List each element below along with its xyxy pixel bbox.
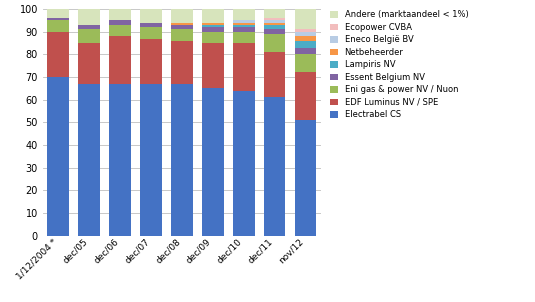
Bar	[202, 25, 224, 27]
Bar	[295, 41, 316, 47]
Bar	[171, 9, 193, 23]
Bar	[264, 9, 286, 18]
Bar	[78, 43, 100, 84]
Bar	[233, 9, 255, 21]
Bar	[295, 9, 316, 30]
Bar	[48, 9, 69, 18]
Bar	[202, 23, 224, 25]
Bar	[171, 41, 193, 84]
Bar	[264, 21, 286, 23]
Bar	[264, 25, 286, 30]
Bar	[202, 88, 224, 236]
Bar	[264, 30, 286, 34]
Bar	[109, 25, 131, 36]
Bar	[233, 27, 255, 32]
Bar	[295, 36, 316, 41]
Bar	[233, 21, 255, 23]
Bar	[295, 120, 316, 236]
Bar	[264, 52, 286, 97]
Bar	[295, 30, 316, 32]
Legend: Andere (marktaandeel < 1%), Ecopower CVBA, Eneco België BV, Netbeheerder, Lampir: Andere (marktaandeel < 1%), Ecopower CVB…	[328, 9, 470, 121]
Bar	[233, 91, 255, 236]
Bar	[295, 32, 316, 36]
Bar	[295, 72, 316, 120]
Bar	[140, 9, 162, 23]
Bar	[48, 21, 69, 32]
Bar	[233, 32, 255, 43]
Bar	[78, 30, 100, 43]
Bar	[233, 23, 255, 25]
Bar	[109, 21, 131, 25]
Bar	[48, 32, 69, 77]
Bar	[78, 84, 100, 236]
Bar	[202, 43, 224, 88]
Bar	[295, 47, 316, 54]
Bar	[78, 9, 100, 25]
Bar	[48, 18, 69, 21]
Bar	[109, 36, 131, 84]
Bar	[171, 25, 193, 30]
Bar	[202, 32, 224, 43]
Bar	[140, 38, 162, 84]
Bar	[264, 18, 286, 21]
Bar	[264, 23, 286, 25]
Bar	[109, 84, 131, 236]
Bar	[171, 30, 193, 41]
Bar	[233, 25, 255, 27]
Bar	[140, 27, 162, 38]
Bar	[171, 23, 193, 25]
Bar	[295, 54, 316, 72]
Bar	[140, 23, 162, 27]
Bar	[171, 84, 193, 236]
Bar	[202, 27, 224, 32]
Bar	[202, 9, 224, 23]
Bar	[264, 34, 286, 52]
Bar	[264, 97, 286, 236]
Bar	[140, 84, 162, 236]
Bar	[78, 25, 100, 30]
Bar	[109, 9, 131, 21]
Bar	[48, 77, 69, 236]
Bar	[233, 43, 255, 91]
